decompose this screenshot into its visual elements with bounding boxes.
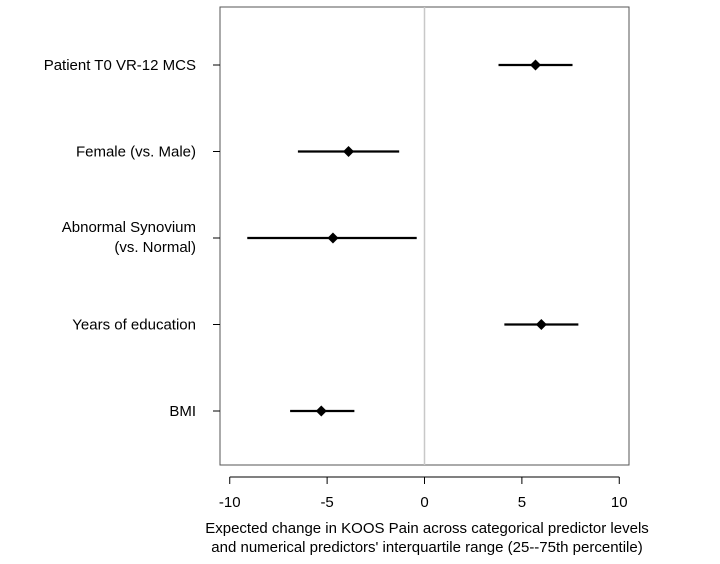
row-label: (vs. Normal) — [114, 239, 196, 256]
point-estimate — [535, 319, 547, 330]
row-label: BMI — [169, 403, 196, 420]
x-axis-title-line: Expected change in KOOS Pain across cate… — [205, 520, 649, 537]
x-axis-title: Expected change in KOOS Pain across cate… — [205, 520, 649, 556]
y-axis: Patient T0 VR-12 MCS Female (vs. Male) Abn… — [44, 57, 220, 420]
x-tick-label: 10 — [611, 494, 628, 511]
row-label: Years of education — [72, 317, 196, 334]
x-tick-label: 0 — [420, 494, 428, 511]
row-label: Female (vs. Male) — [76, 144, 196, 161]
row-label: Patient T0 VR-12 MCS — [44, 57, 196, 74]
x-tick-label: -5 — [320, 494, 333, 511]
point-estimate — [343, 146, 355, 157]
estimate-rows — [247, 59, 579, 417]
point-estimate — [327, 232, 339, 244]
point-estimate — [315, 405, 327, 417]
x-axis: -10 -5 0 5 10 — [219, 476, 628, 511]
x-tick-label: -10 — [219, 494, 241, 511]
x-tick-label: 5 — [518, 494, 526, 511]
x-axis-title-line: and numerical predictors' interquartile … — [211, 539, 642, 556]
row-label: Abnormal Synovium — [62, 219, 196, 236]
point-estimate — [530, 59, 542, 71]
